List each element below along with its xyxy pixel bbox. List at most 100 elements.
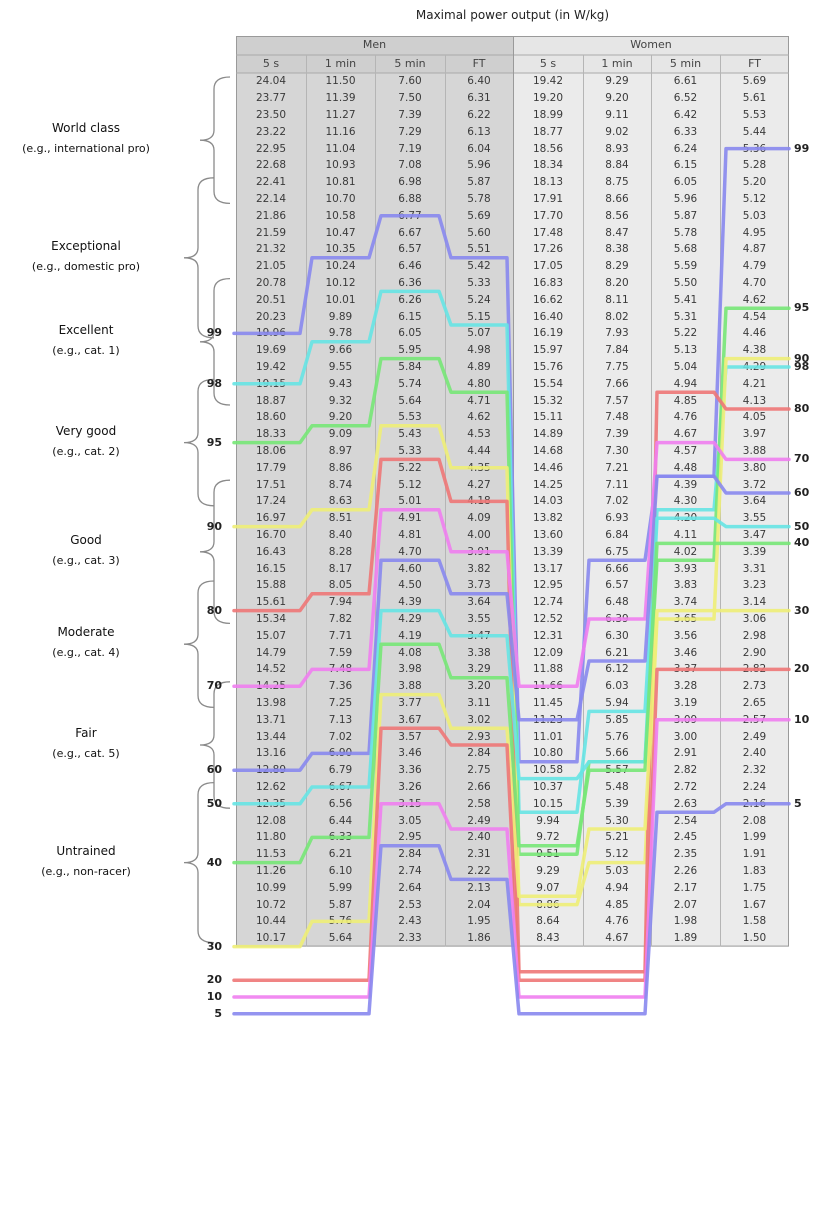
- table-cell: 4.29: [742, 361, 767, 373]
- table-cell: 18.06: [255, 445, 287, 457]
- table-cell: 2.40: [467, 831, 491, 844]
- table-cell: 10.24: [325, 260, 356, 273]
- table-cell: 2.40: [742, 747, 767, 760]
- table-cell: 2.53: [398, 898, 422, 911]
- percentile-label-left: 5: [214, 1006, 222, 1020]
- table-cell: 11.80: [255, 831, 287, 844]
- table-cell: 10.58: [325, 209, 356, 222]
- table-cell: 6.88: [398, 193, 422, 205]
- table-cell: 7.02: [605, 495, 629, 508]
- table-cell: 3.29: [467, 663, 491, 676]
- table-cell: 3.38: [467, 646, 491, 659]
- table-cell: 16.15: [255, 562, 287, 575]
- table-cell: 8.64: [536, 915, 560, 928]
- table-cell: 5.85: [605, 713, 629, 726]
- table-cell: 1.58: [742, 915, 767, 928]
- table-cell: 11.53: [255, 848, 287, 861]
- table-cell: 13.17: [532, 562, 564, 575]
- table-cell: 5.36: [742, 142, 767, 155]
- table-cell: 7.48: [328, 663, 353, 676]
- table-cell: 2.64: [398, 881, 422, 894]
- column-header: 5 s: [262, 57, 280, 70]
- group-header-men: Men: [362, 38, 387, 51]
- table-cell: 9.78: [328, 327, 353, 340]
- column-header: FT: [748, 57, 761, 70]
- table-cell: 11.16: [325, 125, 356, 138]
- table-cell: 5.43: [398, 428, 422, 441]
- table-cell: 12.95: [532, 579, 564, 592]
- table-cell: 4.91: [398, 512, 422, 525]
- table-cell: 10.15: [532, 797, 564, 810]
- table-cell: 6.36: [398, 277, 422, 289]
- category-name: Good: [70, 532, 102, 547]
- table-cell: 3.55: [742, 512, 767, 525]
- table-cell: 4.79: [742, 260, 767, 273]
- table-cell: 2.90: [742, 646, 767, 659]
- percentile-label-left: 40: [206, 855, 222, 869]
- percentile-label-right: 99: [794, 141, 810, 155]
- percentile-label-right: 30: [794, 603, 810, 617]
- table-cell: 6.13: [467, 125, 491, 138]
- table-cell: 3.06: [742, 613, 767, 625]
- table-cell: 15.97: [532, 344, 564, 357]
- table-cell: 2.73: [742, 680, 767, 693]
- table-cell: 7.94: [328, 596, 353, 609]
- table-cell: 5.33: [467, 277, 491, 289]
- column-header: 1 min: [601, 57, 633, 70]
- percentile-label-left: 70: [206, 679, 222, 693]
- table-cell: 3.55: [467, 613, 491, 625]
- table-cell: 3.77: [398, 697, 422, 709]
- table-cell: 3.14: [742, 596, 767, 609]
- percentile-label-right: 98: [794, 360, 810, 373]
- table-cell: 21.86: [255, 209, 287, 222]
- table-cell: 7.71: [328, 629, 353, 642]
- table-cell: 3.09: [673, 713, 698, 726]
- table-cell: 2.74: [398, 865, 422, 877]
- table-cell: 1.75: [742, 881, 767, 894]
- table-cell: 14.89: [532, 428, 564, 441]
- table-cell: 3.47: [467, 629, 491, 642]
- table-cell: 3.05: [398, 814, 422, 827]
- table-cell: 2.82: [742, 663, 767, 676]
- table-cell: 3.65: [673, 613, 698, 625]
- table-cell: 5.61: [742, 92, 767, 105]
- category-brace: [199, 479, 231, 625]
- table-cell: 6.98: [398, 176, 422, 189]
- table-cell: 3.39: [742, 545, 767, 558]
- percentile-label-left: 98: [206, 376, 222, 390]
- table-cell: 5.01: [398, 495, 422, 508]
- category-name: Moderate: [57, 625, 115, 640]
- table-cell: 9.02: [605, 125, 629, 138]
- table-cell: 2.84: [398, 848, 422, 861]
- percentile-label-left: 50: [206, 796, 222, 810]
- table-cell: 7.21: [605, 461, 629, 474]
- table-cell: 5.03: [605, 865, 629, 877]
- table-cell: 6.24: [673, 142, 698, 155]
- table-cell: 24.04: [255, 75, 287, 88]
- table-cell: 5.59: [673, 260, 698, 273]
- table-cell: 10.01: [325, 293, 356, 306]
- table-cell: 5.13: [673, 344, 698, 357]
- table-cell: 7.50: [398, 92, 422, 105]
- table-cell: 15.76: [532, 361, 564, 373]
- table-cell: 5.64: [398, 394, 422, 407]
- table-cell: 1.95: [467, 915, 491, 928]
- table-cell: 8.51: [328, 512, 353, 525]
- table-cell: 7.19: [398, 142, 422, 155]
- table-cell: 4.08: [398, 646, 422, 659]
- category-name: Untrained: [56, 843, 116, 858]
- table-cell: 8.20: [605, 277, 629, 289]
- table-cell: 14.79: [255, 646, 287, 659]
- table-cell: 3.28: [673, 680, 698, 693]
- table-cell: 5.12: [742, 193, 767, 205]
- table-cell: 2.45: [673, 831, 698, 844]
- table-cell: 18.60: [255, 411, 287, 424]
- table-cell: 17.51: [255, 478, 287, 491]
- category-example: (e.g., international pro): [22, 142, 150, 156]
- table-cell: 6.12: [605, 663, 629, 676]
- table-cell: 1.91: [742, 848, 767, 861]
- table-cell: 16.62: [532, 293, 564, 306]
- table-cell: 3.67: [398, 713, 422, 726]
- table-cell: 12.74: [532, 596, 564, 609]
- table-cell: 2.49: [742, 730, 767, 743]
